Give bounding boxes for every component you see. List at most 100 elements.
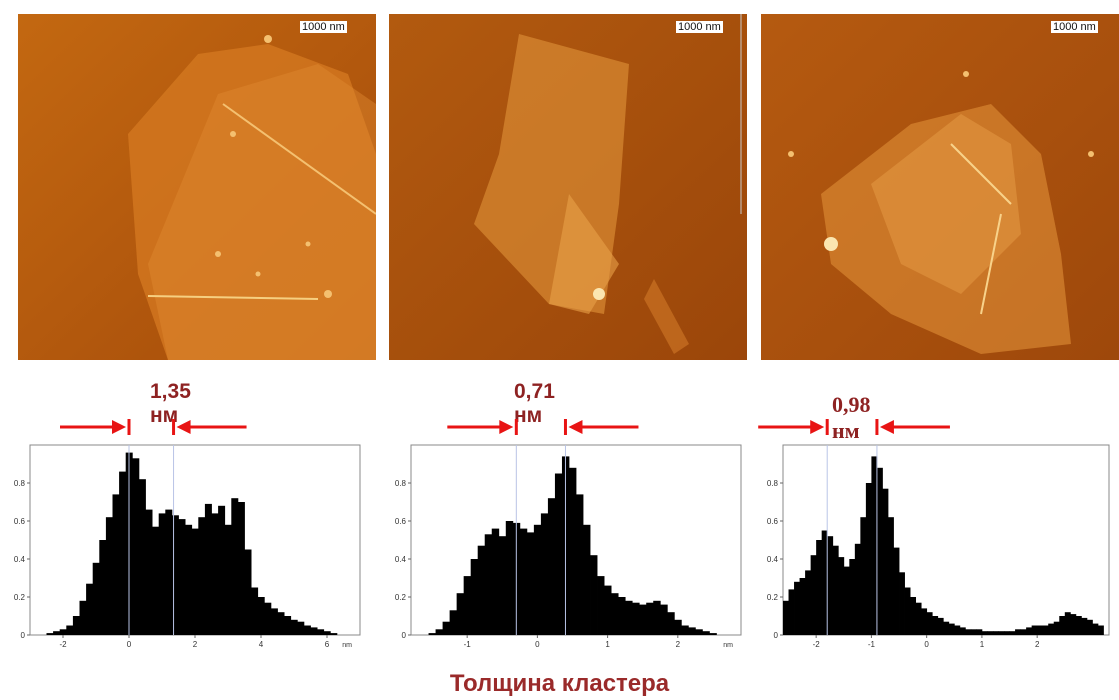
histogram-3: 0 0.2 0.4 0.6 0.8 -2 -1 0 1 2 (758, 419, 1110, 649)
x-tick-label: 0 (127, 640, 132, 649)
histogram-bar (297, 621, 305, 635)
histogram-bar (449, 610, 458, 635)
x-tick-label: -2 (59, 640, 67, 649)
histogram-bar (943, 621, 950, 635)
histogram-bar (1026, 627, 1033, 635)
y-tick-label: 0.8 (767, 479, 779, 488)
y-tick-label: 0.2 (395, 593, 407, 602)
histogram-bar (583, 524, 591, 635)
histogram-bar (646, 602, 654, 635)
x-tick-label: 2 (1035, 640, 1040, 649)
histogram-bar (981, 631, 988, 635)
histogram-bar (882, 488, 889, 635)
histogram-bar (72, 616, 80, 635)
histogram-bar (827, 536, 834, 635)
histogram-bar (270, 608, 278, 635)
histogram-bar (330, 633, 338, 635)
x-tick-label: 4 (259, 640, 264, 649)
histogram-bar (1015, 629, 1021, 635)
histogram-bar (618, 597, 626, 635)
x-tick-label: 1 (980, 640, 985, 649)
afm-image-3: 1000 nm (761, 14, 1119, 360)
histogram-bar (1042, 625, 1049, 635)
histogram-bar (681, 625, 689, 635)
histogram-bar (1075, 616, 1082, 635)
histogram-bar (1031, 625, 1038, 635)
histogram-bar (533, 524, 542, 635)
histogram-bar (547, 498, 556, 635)
histogram-bar (158, 513, 166, 635)
histogram-bar (998, 631, 1005, 635)
histogram-bar (178, 519, 186, 635)
scale-label-1: 1000 nm (300, 21, 347, 33)
histogram-bar (484, 534, 493, 635)
y-tick-label: 0.6 (14, 517, 26, 526)
histogram-bar (218, 505, 226, 635)
histogram-bar (893, 547, 900, 635)
histogram-bar (832, 545, 839, 635)
x-tick-label: 2 (676, 640, 681, 649)
histogram-bar (145, 509, 153, 635)
histogram-bar (937, 617, 944, 635)
histogram-bar (171, 515, 179, 635)
histogram-bar (688, 627, 696, 635)
histogram-bar (987, 631, 994, 635)
histogram-2: 0 0.2 0.4 0.6 0.8 -1 0 1 2 nm (395, 419, 742, 649)
thickness-label-2: 0,71 нм (514, 380, 555, 427)
x-tick-label: -1 (868, 640, 876, 649)
arrow-left-icon (176, 420, 191, 434)
histogram-bar (165, 509, 173, 635)
histogram-bar (284, 616, 292, 635)
histogram-bar (99, 540, 107, 635)
histogram-bar (992, 631, 999, 635)
y-tick-label: 0.2 (767, 593, 779, 602)
histogram-bar (816, 540, 823, 635)
thickness-label-1: 1,35 нм (150, 380, 191, 427)
histogram-bar (1086, 619, 1093, 635)
histogram-bar (191, 528, 199, 635)
y-tick-label: 0.4 (14, 555, 26, 564)
histogram-bar (954, 625, 961, 635)
histogram-bar (854, 543, 861, 635)
histogram-bar (1097, 625, 1104, 635)
figure-caption: Толщина кластера (449, 670, 670, 697)
histogram-bar (303, 625, 311, 635)
arrow-right-icon (112, 420, 126, 434)
histogram-bar (477, 545, 486, 635)
afm-image-1: 1000 nm (18, 14, 376, 360)
histogram-bar (290, 619, 298, 635)
histogram-bar (904, 587, 911, 635)
histogram-bar (1009, 631, 1016, 635)
histogram-bar (876, 467, 883, 635)
histogram-bar (915, 602, 922, 635)
histogram-bar (1070, 614, 1077, 635)
histogram-bar (86, 583, 94, 635)
x-tick-label: 0 (535, 640, 540, 649)
x-tick-label: -1 (464, 640, 472, 649)
histogram-bar (138, 479, 146, 635)
histogram-bar (554, 473, 563, 635)
thickness-label-3: 0,98 нм (832, 392, 871, 443)
histogram-bar (1081, 617, 1088, 635)
histogram-bar (463, 576, 472, 635)
histogram-bar (53, 631, 61, 635)
histogram-bar (264, 602, 272, 635)
histogram-bar (244, 549, 252, 635)
y-tick-label: 0.8 (14, 479, 26, 488)
x-tick-label: 0 (924, 640, 929, 649)
histogram-bar (805, 570, 812, 635)
arrow-left-icon (568, 420, 583, 434)
histogram-bar (860, 517, 867, 635)
histogram-bar (702, 631, 710, 635)
histogram-bar (667, 612, 675, 635)
histogram-bar (152, 526, 160, 635)
histogram-bar (119, 471, 127, 635)
histogram-bar (310, 627, 318, 635)
histogram-bar (865, 483, 872, 635)
x-tick-label: -2 (813, 640, 821, 649)
histogram-bar (456, 593, 465, 635)
histogram-bar (1048, 623, 1055, 635)
histogram-bar (1004, 631, 1010, 635)
histogram-bar (498, 536, 507, 635)
histogram-bar (788, 589, 795, 635)
